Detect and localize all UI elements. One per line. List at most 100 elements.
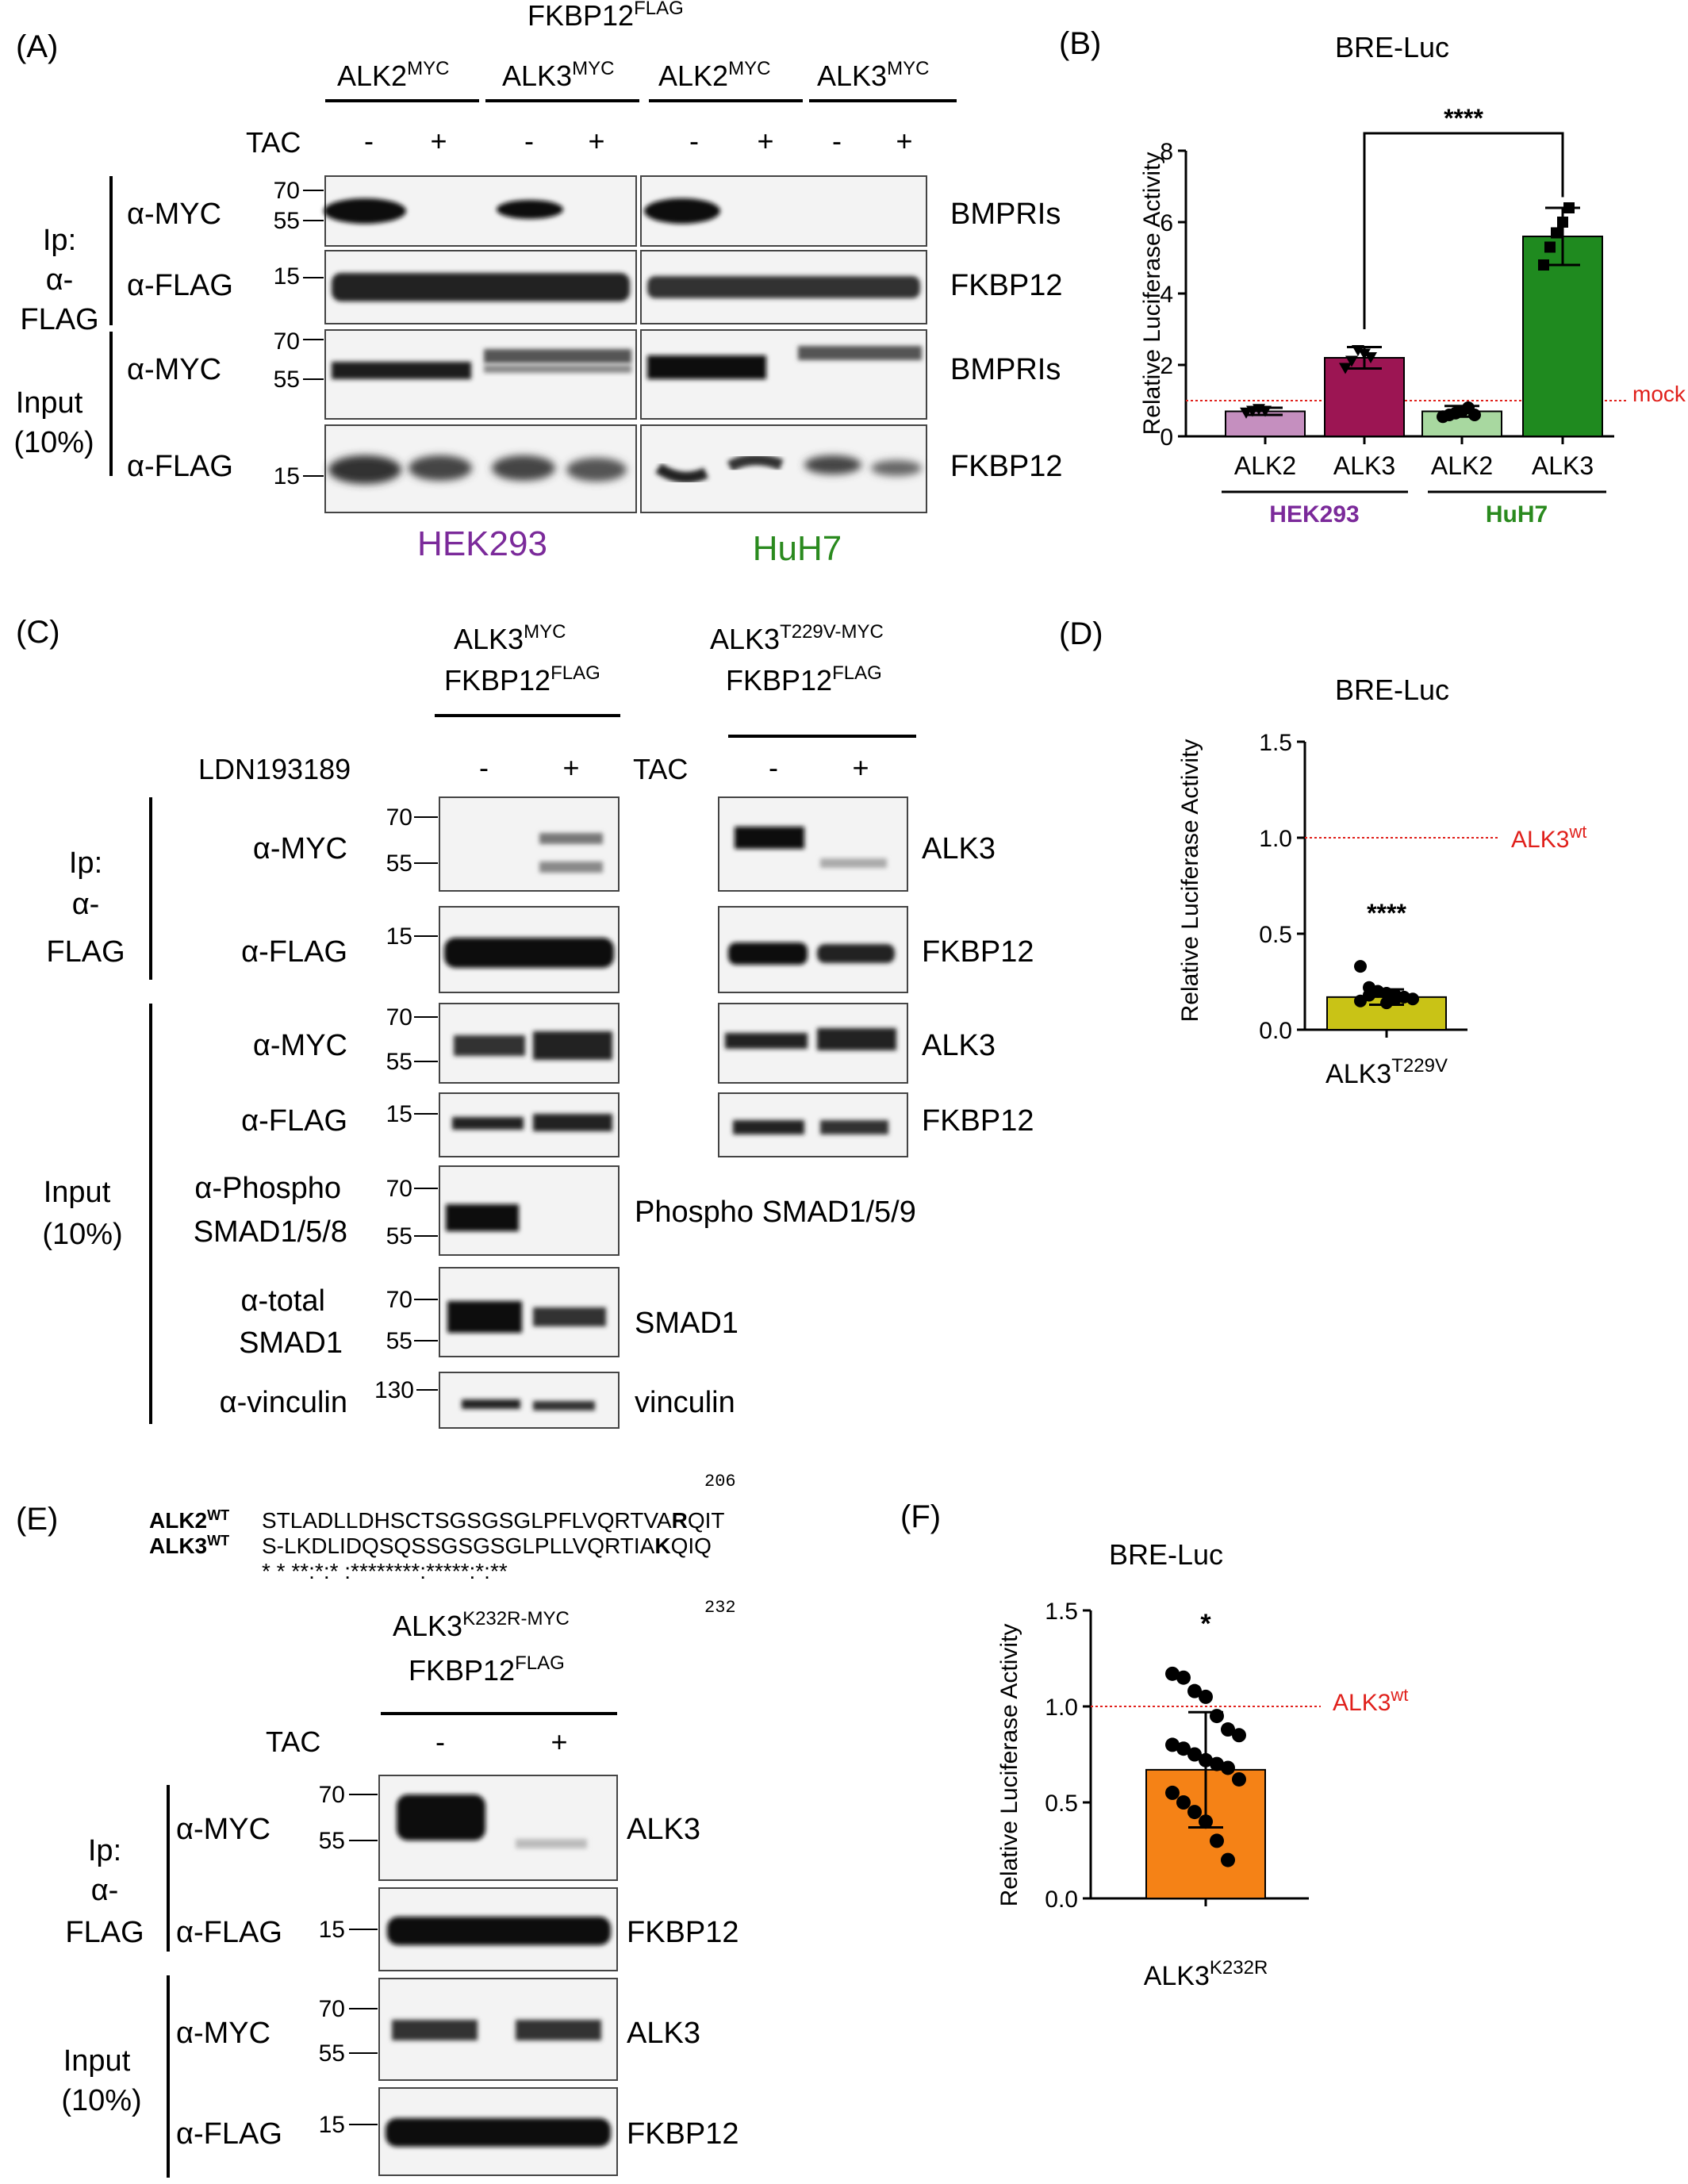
mw-marker: 70: [386, 804, 412, 831]
mw-marker: 55: [386, 1328, 412, 1354]
alignment-consensus: * * **:*:* :********:*****:*:**: [262, 1559, 508, 1583]
mw-marker: 15: [274, 463, 300, 489]
svg-text:+: +: [852, 751, 869, 784]
lane-signs: - + - + - + - +: [364, 125, 913, 157]
y-axis-label: Relative Luciferase Activity: [1177, 739, 1203, 1023]
svg-text:-: -: [769, 751, 778, 784]
panel-d: (D) BRE-Luc Relative Luciferase Activity…: [1059, 616, 1586, 1089]
x-tick-label: ALK3K232R: [1144, 1957, 1268, 1991]
y-tick-label: 4: [1160, 282, 1173, 308]
svg-text:FLAG: FLAG: [20, 303, 98, 336]
svg-text:+: +: [562, 751, 579, 784]
data-point: [1544, 241, 1556, 253]
data-point: [1210, 1833, 1224, 1848]
data-point: [1345, 355, 1358, 367]
alignment-name: ALK2WT: [149, 1507, 229, 1533]
svg-text:FLAG: FLAG: [46, 935, 125, 969]
panel-d-label: (D): [1059, 616, 1103, 651]
data-point: [1187, 1747, 1202, 1762]
data-point: [1187, 1805, 1202, 1820]
data-point: [1165, 1737, 1180, 1752]
svg-text:Input: Input: [16, 386, 83, 420]
data-point: [1358, 348, 1371, 360]
y-tick-label: 8: [1160, 139, 1173, 165]
alignment-number: 232: [704, 1598, 736, 1618]
panel-e: (E) 206 ALK2WT STLADLLDHSCTSGSGSGLPFLVQR…: [16, 1472, 739, 2178]
alignment-seq: STLADLLDHSCTSGSGSGLPFLVQRTVARQIT: [262, 1508, 725, 1533]
lane-sign: +: [551, 1725, 567, 1758]
mw-marker: 70: [274, 178, 300, 204]
svg-text:-: -: [689, 125, 699, 157]
mw-marker: 55: [386, 1223, 412, 1249]
target-label: FKBP12: [950, 450, 1063, 483]
antibody-label: SMAD1/5/8: [194, 1215, 347, 1249]
mw-marker: 70: [274, 328, 300, 355]
blot-panel-a-huh7: [640, 175, 927, 513]
data-point: [1406, 992, 1419, 1006]
group-label: HEK293: [1269, 501, 1359, 528]
mw-marker: 15: [386, 1101, 412, 1127]
svg-text:+: +: [588, 125, 604, 157]
data-point: [1210, 1756, 1224, 1771]
data-point: [1232, 1728, 1246, 1743]
data-point: [1165, 1785, 1180, 1800]
antibody-label: α-MYC: [253, 1029, 347, 1062]
antibody-label: α-MYC: [127, 198, 221, 231]
data-point: [1372, 985, 1384, 998]
group-label: ALK2MYC: [658, 58, 770, 92]
chart-title: BRE-Luc: [1335, 674, 1449, 706]
target-label: vinculin: [635, 1386, 735, 1419]
target-label: ALK3: [627, 1813, 700, 1846]
mw-marker: 15: [386, 923, 412, 950]
mw-marker: 55: [319, 1828, 345, 1854]
svg-text:-: -: [524, 125, 534, 157]
target-label: BMPRIs: [950, 198, 1061, 231]
y-tick-label: 0: [1160, 424, 1173, 451]
svg-text:α-: α-: [91, 1874, 119, 1907]
cell-line-label: HEK293: [417, 524, 547, 563]
panel-a-group-labels: ALK2MYC ALK3MYC ALK2MYC ALK3MYC: [325, 58, 957, 102]
mw-marker: 55: [386, 1049, 412, 1075]
construct-label: FKBP12FLAG: [726, 662, 882, 697]
y-tick-label: 1.5: [1259, 730, 1292, 756]
y-axis-label: Relative Luciferase Activity: [996, 1624, 1022, 1907]
mw-marker: 70: [386, 1004, 412, 1031]
chart-b: 0 2 4 6 8 ****: [1160, 104, 1626, 451]
target-label: FKBP12: [950, 269, 1063, 302]
svg-text:ALK2: ALK2: [1234, 451, 1296, 480]
antibody-label: α-FLAG: [241, 1104, 347, 1138]
significance-label: ****: [1367, 899, 1406, 927]
target-label: FKBP12: [627, 2117, 739, 2151]
mw-marker: 70: [319, 1782, 345, 1808]
data-point: [1389, 992, 1402, 1006]
mw-marker: 70: [319, 1996, 345, 2022]
data-point: [1221, 1852, 1235, 1867]
data-point: [1187, 1683, 1202, 1698]
data-point: [1563, 202, 1575, 213]
tac-label: TAC: [246, 126, 301, 159]
mw-marker: 55: [274, 367, 300, 393]
svg-text:Ip:: Ip:: [88, 1834, 121, 1867]
target-label: FKBP12: [922, 935, 1034, 969]
reference-label: ALK3wt: [1511, 822, 1586, 853]
treatment-label: LDN193189: [198, 753, 351, 785]
antibody-label: α-FLAG: [127, 269, 233, 302]
antibody-label: α-FLAG: [127, 450, 233, 483]
blot-panel-c-right: [718, 796, 908, 1157]
antibody-label: α-MYC: [253, 832, 347, 866]
svg-text:-: -: [832, 125, 842, 157]
blot-panel-a-hek: [324, 175, 637, 513]
data-point: [1176, 1670, 1191, 1685]
data-point: [1165, 1666, 1180, 1681]
panel-a-label: (A): [16, 29, 58, 64]
data-point: [1354, 960, 1367, 973]
target-label: ALK3: [922, 1029, 996, 1062]
y-tick-label: 0.0: [1259, 1018, 1292, 1044]
mw-marker: 70: [386, 1176, 412, 1202]
significance-label: *: [1200, 1609, 1211, 1639]
data-point: [1232, 1771, 1246, 1787]
construct-label: ALK3T229V-MYC: [710, 621, 884, 655]
antibody-label: α-Phospho: [194, 1172, 341, 1205]
construct-label: FKBP12FLAG: [409, 1652, 565, 1687]
svg-text:Input: Input: [44, 1176, 111, 1209]
